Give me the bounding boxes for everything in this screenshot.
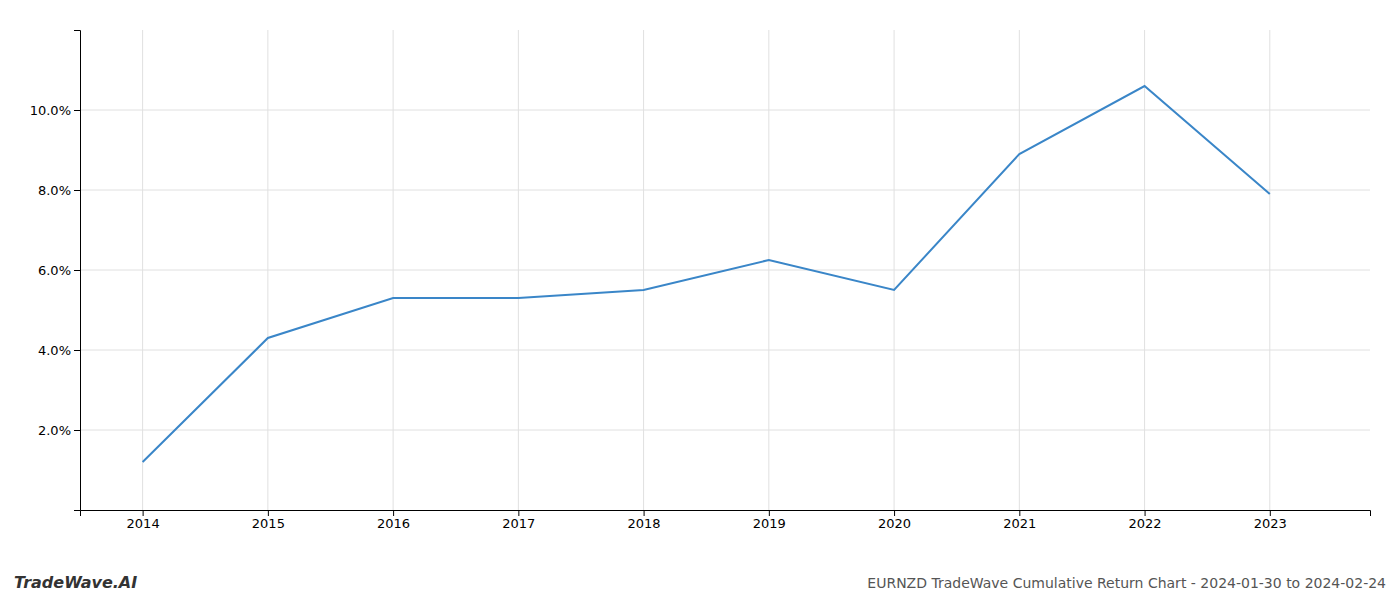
y-tick-label: 4.0%: [38, 343, 71, 358]
x-tick: 2021: [1003, 510, 1036, 531]
y-tick-label: 2.0%: [38, 423, 71, 438]
x-tick-label: 2016: [377, 516, 410, 531]
y-tick: 10.0%: [30, 103, 80, 118]
y-tick-mark: [74, 110, 80, 111]
axis-line: [74, 31, 81, 511]
x-tick-mark: [894, 510, 895, 516]
grid-line-y: [80, 110, 1370, 111]
x-tick-label: 2020: [878, 516, 911, 531]
x-tick-mark: [143, 510, 144, 516]
x-tick-label: 2014: [127, 516, 160, 531]
axis-line: [81, 511, 1371, 517]
y-tick-label: 8.0%: [38, 183, 71, 198]
plot: 2014 2015 2016 2017 2018 2019 2020 2021 2022 2023…: [30, 30, 1371, 531]
grid-line-y: [80, 190, 1370, 191]
x-tick-label: 2017: [502, 516, 535, 531]
x-tick: 2023: [1254, 510, 1287, 531]
x-axis: 2014 2015 2016 2017 2018 2019 2020 2021 2022 2023: [81, 510, 1371, 531]
y-tick-mark: [74, 270, 80, 271]
x-tick-mark: [1270, 510, 1271, 516]
line: [143, 86, 1270, 462]
x-tick-mark: [518, 510, 519, 516]
chart-container: 2014 2015 2016 2017 2018 2019 2020 2021 2022 2023…: [0, 0, 1400, 600]
chart-svg: 2014 2015 2016 2017 2018 2019 2020 2021 2022 2023…: [0, 0, 1400, 600]
y-tick-label: 10.0%: [30, 103, 71, 118]
grid: [80, 30, 1370, 510]
y-axis: 2.0% 4.0% 6.0% 8.0% 10.0%: [30, 31, 81, 511]
footer-left: TradeWave.AI: [14, 573, 137, 592]
x-tick: 2017: [502, 510, 535, 531]
x-tick-label: 2018: [628, 516, 661, 531]
y-tick-label: 6.0%: [38, 263, 71, 278]
x-tick-label: 2023: [1254, 516, 1287, 531]
x-tick: 2016: [377, 510, 410, 531]
y-tick: 2.0%: [38, 423, 80, 438]
x-tick-mark: [1019, 510, 1020, 516]
marks: [143, 86, 1270, 462]
y-tick-mark: [74, 430, 80, 431]
x-tick-label: 2022: [1129, 516, 1162, 531]
x-tick-mark: [1145, 510, 1146, 516]
x-tick: 2014: [127, 510, 160, 531]
grid-line-y: [80, 350, 1370, 351]
x-tick-mark: [268, 510, 269, 516]
x-tick: 2022: [1129, 510, 1162, 531]
x-tick-mark: [769, 510, 770, 516]
x-tick: 2020: [878, 510, 911, 531]
x-tick-label: 2015: [252, 516, 285, 531]
y-tick: 4.0%: [38, 343, 80, 358]
x-tick-label: 2019: [753, 516, 786, 531]
x-tick-mark: [644, 510, 645, 516]
y-tick: 8.0%: [38, 183, 80, 198]
x-tick: 2018: [628, 510, 661, 531]
x-tick-mark: [393, 510, 394, 516]
y-tick: 6.0%: [38, 263, 80, 278]
footer-right: EURNZD TradeWave Cumulative Return Chart…: [867, 575, 1386, 591]
x-tick: 2019: [753, 510, 786, 531]
y-tick-mark: [74, 350, 80, 351]
grid-line-y: [80, 430, 1370, 431]
y-tick-mark: [74, 190, 80, 191]
x-tick-label: 2021: [1003, 516, 1036, 531]
x-tick: 2015: [252, 510, 285, 531]
